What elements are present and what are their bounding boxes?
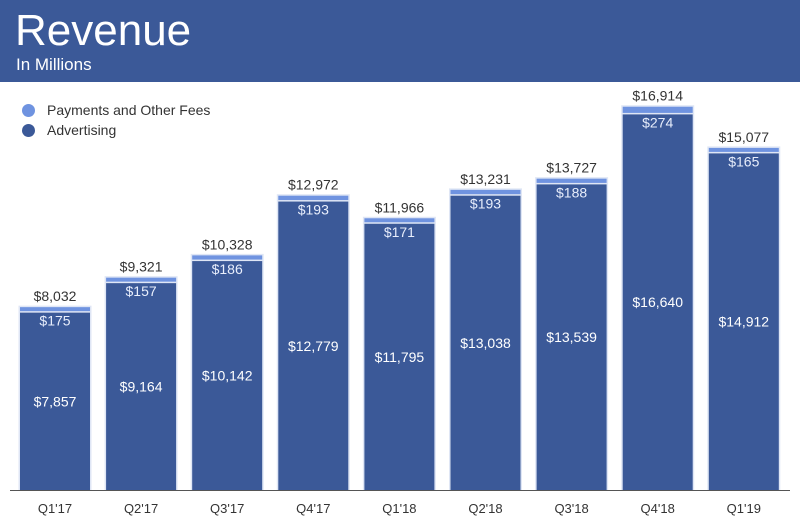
bar-payments [708,147,779,152]
bar-advertising [450,195,521,491]
advertising-label: $10,142 [202,368,253,384]
bar-advertising [708,153,779,491]
header-banner: Revenue In Millions [0,0,800,82]
chart-subtitle: In Millions [16,55,92,74]
legend: Payments and Other Fees Advertising [22,100,210,140]
total-label: $9,321 [120,259,163,275]
bar-payments [20,307,90,312]
x-tick-label: Q1'19 [727,501,761,516]
x-tick-label: Q3'18 [554,501,588,516]
total-label: $13,231 [460,171,511,187]
total-label: $10,328 [202,236,253,252]
total-label: $12,972 [288,177,339,193]
legend-item-advertising: Advertising [22,120,210,140]
payments-label: $193 [470,196,501,212]
bar-payments [192,255,263,260]
bar-advertising [106,283,177,490]
bar-advertising [192,261,263,490]
legend-item-payments: Payments and Other Fees [22,100,210,120]
legend-dot-advertising-icon [22,123,35,137]
advertising-label: $11,795 [375,349,425,365]
bar-advertising [20,312,90,490]
total-label: $13,727 [546,160,597,176]
x-tick-label: Q1'18 [382,501,416,516]
legend-label: Advertising [47,122,117,138]
payments-label: $165 [728,153,759,169]
legend-label: Payments and Other Fees [47,102,211,118]
advertising-label: $13,539 [546,329,597,345]
payments-label: $274 [642,114,673,130]
bar-payments [536,178,607,183]
chart-title: Revenue [15,6,192,55]
x-tick-label: Q2'18 [468,501,502,516]
payments-label: $193 [298,202,329,218]
advertising-label: $13,038 [460,335,511,351]
bar-advertising [364,223,435,490]
bar-advertising [278,201,349,491]
total-label: $15,077 [718,129,769,145]
bar-payments [364,218,435,223]
x-tick-label: Q2'17 [124,501,158,516]
payments-label: $188 [556,184,587,200]
bar-payments [278,195,349,201]
bar-payments [450,189,521,195]
legend-dot-payments-icon [22,103,35,117]
payments-label: $186 [212,261,243,277]
x-tick-label: Q3'17 [210,501,244,516]
x-tick-label: Q4'17 [296,501,330,516]
advertising-label: $12,779 [288,338,339,354]
bar-advertising [536,184,607,490]
total-label: $8,032 [34,288,77,304]
total-label: $11,966 [375,199,425,215]
x-tick-label: Q1'17 [38,501,72,516]
x-tick-label: Q4'18 [641,501,675,516]
advertising-label: $16,640 [632,294,683,310]
payments-label: $171 [384,224,415,240]
payments-label: $175 [39,313,70,329]
total-label: $16,914 [632,88,683,104]
bar-payments [622,106,693,113]
bar-payments [106,277,177,282]
advertising-label: $7,857 [34,393,77,409]
advertising-label: $9,164 [120,379,163,395]
bar-advertising [622,114,693,491]
advertising-label: $14,912 [718,314,769,330]
payments-label: $157 [126,283,157,299]
